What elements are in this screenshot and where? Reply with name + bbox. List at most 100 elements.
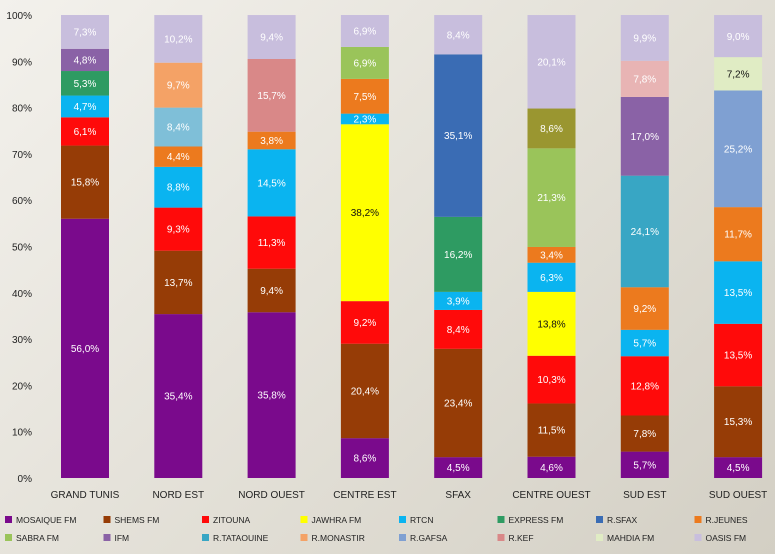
data-label: 20,1% (537, 57, 565, 68)
bar-segment (61, 15, 109, 49)
data-label: 11,7% (724, 230, 752, 241)
legend-item: R.TATAOUINE (202, 533, 269, 543)
legend-label: MAHDIA FM (607, 533, 654, 543)
legend-swatch (596, 516, 603, 523)
bar-segment (714, 261, 763, 324)
bar-segment (340, 78, 389, 114)
data-label: 9,0% (727, 32, 750, 43)
data-label: 7,2% (727, 69, 750, 80)
legend-swatch (399, 516, 406, 523)
bar-segment (434, 15, 483, 55)
data-label: 8,4% (447, 30, 470, 41)
data-label: 5,7% (633, 460, 656, 471)
data-label: 7,3% (74, 27, 97, 38)
data-label: 38,2% (351, 208, 379, 219)
data-label: 9,4% (260, 286, 283, 297)
bar-segment (714, 457, 763, 478)
y-tick-label: 70% (12, 150, 32, 161)
legend-label: EXPRESS FM (509, 515, 564, 525)
data-label: 4,4% (167, 152, 190, 163)
legend-item: OASIS FM (694, 533, 747, 543)
y-tick-label: 10% (12, 428, 32, 439)
data-label: 25,2% (724, 144, 752, 155)
bar-segment (527, 262, 576, 292)
data-label: 13,5% (724, 288, 752, 299)
data-label: 8,8% (167, 183, 190, 194)
bar-segment (247, 131, 296, 150)
data-label: 3,9% (447, 296, 470, 307)
legend-label: R.SFAX (607, 515, 638, 525)
bars: 56,0% 15,8% 6,1% 4,7% 5,3% 4,8% 7,3% 35,4% 13,7%… (61, 15, 763, 478)
bar-segment (61, 95, 109, 118)
data-label: 14,5% (257, 178, 285, 189)
legend-swatch (694, 516, 702, 523)
legend-label: R.GAFSA (410, 533, 448, 543)
data-label: 6,3% (540, 273, 563, 284)
legend-label: SHEMS FM (115, 515, 160, 525)
y-tick-label: 60% (12, 196, 32, 207)
bar-segment (714, 90, 763, 208)
data-label: 6,9% (354, 26, 377, 37)
legend-label: RTCN (410, 515, 433, 525)
y-tick-label: 100% (6, 11, 32, 22)
data-label: 5,7% (633, 339, 656, 350)
data-label: 16,2% (444, 250, 472, 261)
legend-item: SABRA FM (5, 533, 59, 543)
data-label: 4,8% (74, 55, 97, 66)
bar-segment (620, 60, 669, 97)
legend-item: IFM (103, 533, 130, 543)
legend-label: IFM (115, 533, 130, 543)
bar-segment (434, 54, 483, 217)
y-tick-label: 0% (18, 474, 33, 485)
data-label: 6,1% (74, 127, 97, 138)
bar-segment (620, 415, 669, 452)
bar-segment (714, 323, 763, 387)
data-label: 13,8% (537, 319, 565, 330)
data-label: 13,7% (164, 278, 192, 289)
x-tick-label: NORD OUEST (238, 490, 305, 501)
bar-segment (340, 15, 389, 47)
bar-stack: 4,5% 15,3% 13,5% 13,5% 11,7% 25,2% 7,2% 9,0% (714, 15, 763, 478)
y-tick-label: 90% (12, 57, 32, 68)
legend-swatch (300, 534, 308, 541)
bar-segment (61, 117, 109, 146)
y-axis: 0% 10% 20% 30% 40% 50% 60% 70% 80% 90% 100% (6, 11, 32, 485)
bar-stack: 56,0% 15,8% 6,1% 4,7% 5,3% 4,8% 7,3% (61, 15, 109, 478)
bar-stack: 35,8% 9,4% 11,3% 14,5% 3,8% 15,7% 9,4% (247, 15, 296, 478)
data-label: 8,6% (540, 124, 563, 135)
x-tick-label: SUD EST (623, 490, 666, 501)
x-tick-label: SFAX (445, 490, 471, 501)
bar-segment (714, 15, 763, 58)
bar-segment (434, 216, 483, 292)
legend-swatch (5, 534, 12, 541)
legend-item: R.GAFSA (399, 533, 448, 543)
legend-swatch (497, 516, 505, 523)
bar-segment (434, 348, 483, 458)
legend-swatch (399, 534, 406, 541)
data-label: 20,4% (351, 386, 379, 397)
data-label: 6,9% (354, 58, 377, 69)
data-label: 12,8% (631, 381, 659, 392)
bar-segment (154, 314, 203, 478)
data-label: 9,3% (167, 225, 190, 236)
bar-segment (620, 287, 669, 330)
bar-segment (247, 216, 296, 269)
y-tick-label: 50% (12, 243, 32, 254)
data-label: 15,8% (71, 178, 99, 189)
data-label: 4,7% (74, 102, 97, 113)
legend-item: ZITOUNA (202, 515, 250, 525)
data-label: 9,2% (633, 304, 656, 315)
data-label: 11,3% (258, 238, 286, 249)
data-label: 21,3% (537, 193, 565, 204)
legend-item: MAHDIA FM (596, 533, 654, 543)
legend-label: OASIS FM (706, 533, 747, 543)
data-label: 9,4% (260, 33, 283, 44)
legend-swatch (103, 516, 111, 523)
legend-swatch (202, 516, 209, 523)
data-label: 23,4% (444, 398, 472, 409)
data-label: 11,5% (538, 426, 566, 437)
legend-swatch (694, 534, 702, 541)
bar-stack: 4,5% 23,4% 8,4% 3,9% 16,2% 35,1% 8,4% (434, 15, 483, 478)
bar-segment (340, 301, 389, 344)
